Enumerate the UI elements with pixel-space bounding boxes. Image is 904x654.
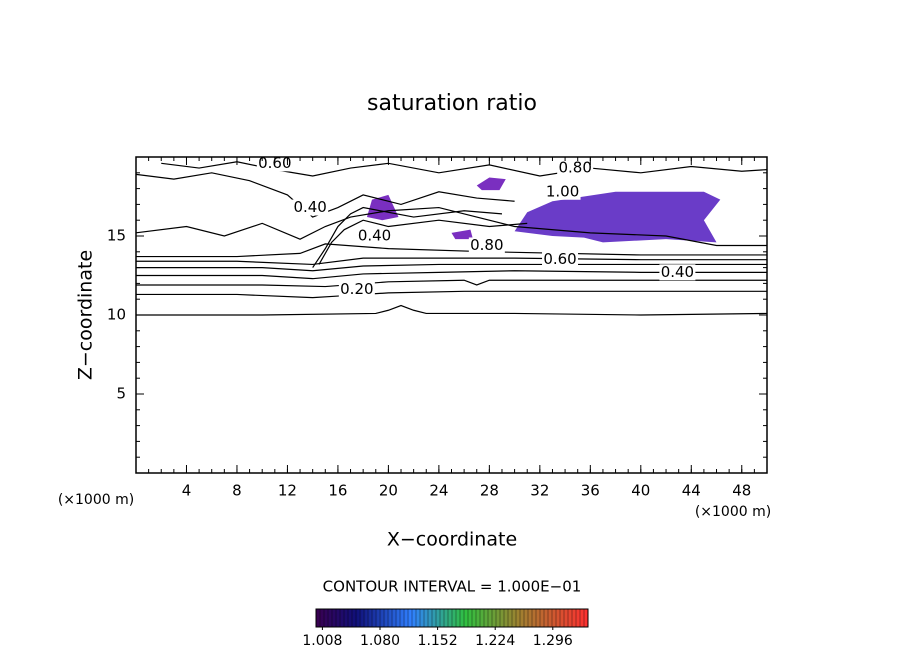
chart-title: saturation ratio — [367, 91, 537, 116]
x-tick-label: 32 — [530, 482, 549, 500]
colorbar-tick-label: 1.080 — [360, 633, 400, 649]
contour-label: 0.40 — [358, 227, 391, 245]
supersaturation-region — [366, 194, 399, 221]
contour-line — [312, 206, 503, 268]
contour-label-bg — [542, 251, 579, 268]
x-tick-label: 40 — [631, 482, 650, 500]
contour-label: 1.00 — [546, 182, 579, 200]
supersaturation-region — [451, 229, 473, 240]
y-unit-label: (×1000 m) — [58, 492, 134, 508]
colorbar-tick-label: 1.152 — [418, 633, 458, 649]
x-tick-label: 28 — [480, 482, 499, 500]
contour-line — [135, 206, 767, 247]
x-tick-label: 4 — [182, 482, 192, 500]
supersaturation-region — [514, 191, 721, 243]
x-tick-label: 12 — [278, 482, 297, 500]
contour-label: 0.20 — [340, 280, 373, 298]
colorbar-tick-label: 1.008 — [302, 633, 342, 649]
y-tick-label: 5 — [116, 385, 126, 403]
colorbar — [315, 608, 589, 628]
contour-line — [136, 257, 767, 266]
contour-label-bg — [338, 281, 375, 298]
contour-line — [318, 219, 528, 265]
x-tick-label: 16 — [328, 482, 347, 500]
x-tick-label: 44 — [682, 482, 701, 500]
contour-line — [136, 304, 768, 316]
colorbar-tick-label: 1.224 — [475, 633, 515, 649]
x-tick-label: 8 — [232, 482, 242, 500]
supersaturation-region — [476, 177, 506, 191]
x-tick-label: 24 — [429, 482, 448, 500]
contour-label: 0.60 — [258, 154, 291, 172]
y-tick-label: 15 — [107, 227, 126, 245]
contour-label-bg — [256, 155, 293, 172]
y-axis-title: Z−coordinate — [75, 250, 97, 380]
contour-line — [161, 161, 768, 177]
x-tick-label: 48 — [732, 482, 751, 500]
contour-label-bg — [557, 160, 594, 177]
contour-label-bg — [292, 199, 329, 216]
contour-label-bg — [544, 183, 581, 200]
contour-line — [136, 270, 767, 280]
x-tick-label: 36 — [581, 482, 600, 500]
colorbar-tick-label: 1.296 — [533, 633, 573, 649]
y-tick-label: 10 — [107, 306, 126, 324]
contour-label-bg — [468, 237, 505, 254]
x-unit-label: (×1000 m) — [695, 504, 771, 520]
contour-label-bg — [659, 264, 696, 281]
x-axis-title: X−coordinate — [387, 529, 517, 551]
contour-line — [136, 243, 767, 258]
x-tick-label: 20 — [379, 482, 398, 500]
contour-label: 0.40 — [661, 263, 694, 281]
contour-label: 0.80 — [558, 159, 591, 177]
contour-label: 0.40 — [293, 198, 326, 216]
contour-line — [136, 263, 767, 272]
contour-line — [136, 290, 767, 299]
contour-label: 0.80 — [470, 236, 503, 254]
contour-interval: CONTOUR INTERVAL = 1.000E−01 — [323, 578, 582, 596]
contour-line — [136, 279, 767, 288]
contour-label: 0.60 — [543, 250, 576, 268]
contour-label-bg — [356, 228, 393, 244]
